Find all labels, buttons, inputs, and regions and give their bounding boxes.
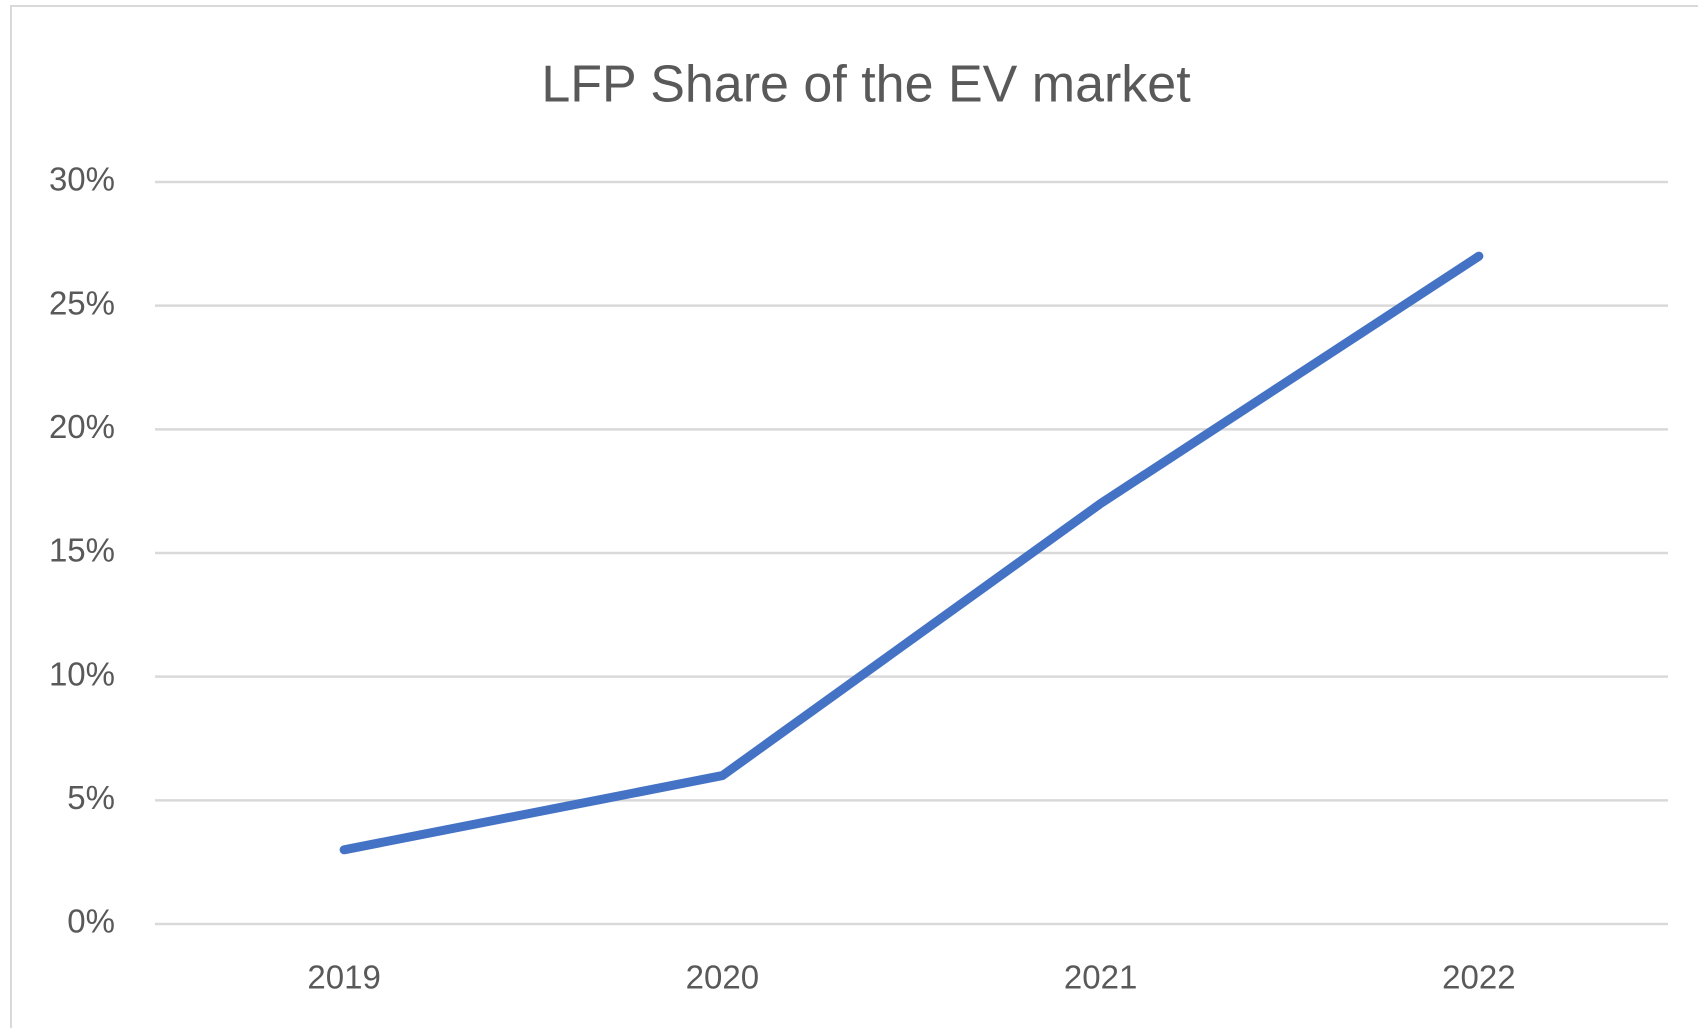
- y-tick-label: 15%: [49, 532, 115, 569]
- x-tick-label: 2019: [307, 959, 380, 996]
- y-tick-label: 20%: [49, 408, 115, 445]
- x-tick-label: 2021: [1064, 959, 1137, 996]
- y-tick-label: 10%: [49, 655, 115, 692]
- y-tick-label: 30%: [49, 161, 115, 198]
- y-tick-label: 5%: [67, 779, 115, 816]
- x-tick-label: 2020: [686, 959, 759, 996]
- y-tick-label: 0%: [67, 903, 115, 940]
- chart-title: LFP Share of the EV market: [541, 56, 1191, 114]
- x-tick-label: 2022: [1442, 959, 1515, 996]
- y-tick-label: 25%: [49, 284, 115, 321]
- chart-border: [10, 5, 1698, 1028]
- line-series: [339, 251, 1484, 855]
